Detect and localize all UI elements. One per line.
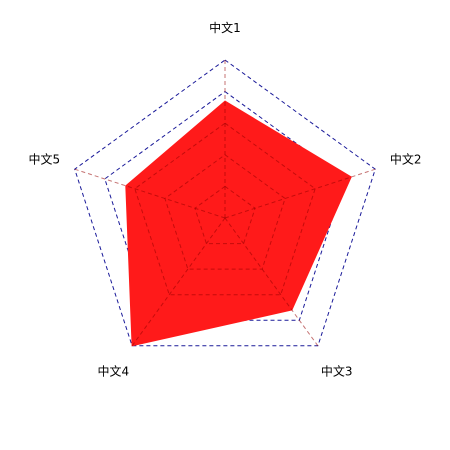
spoke-3 [224,217,319,347]
spoke-4 [131,217,226,347]
axis-label-4: 中文4 [97,364,129,379]
spoke-2 [224,168,376,219]
axis-label-3: 中文3 [321,364,353,379]
grid-ring-5 [74,59,376,347]
axis-label-layer: 中文1 中文2 中文3 中文4 中文5 [28,20,421,379]
axis-label-1: 中文1 [209,20,241,35]
grid-ring-1 [194,185,256,245]
inner-grid [134,122,316,296]
series-layer [125,100,352,347]
axis-label-5: 中文5 [28,151,60,166]
grid-ring-3 [134,122,316,296]
spoke-layer [74,60,376,347]
series-area-1 [125,100,352,347]
axis-label-2: 中文2 [390,151,422,166]
grid-ring-2 [164,154,286,270]
spoke-5 [74,168,226,219]
